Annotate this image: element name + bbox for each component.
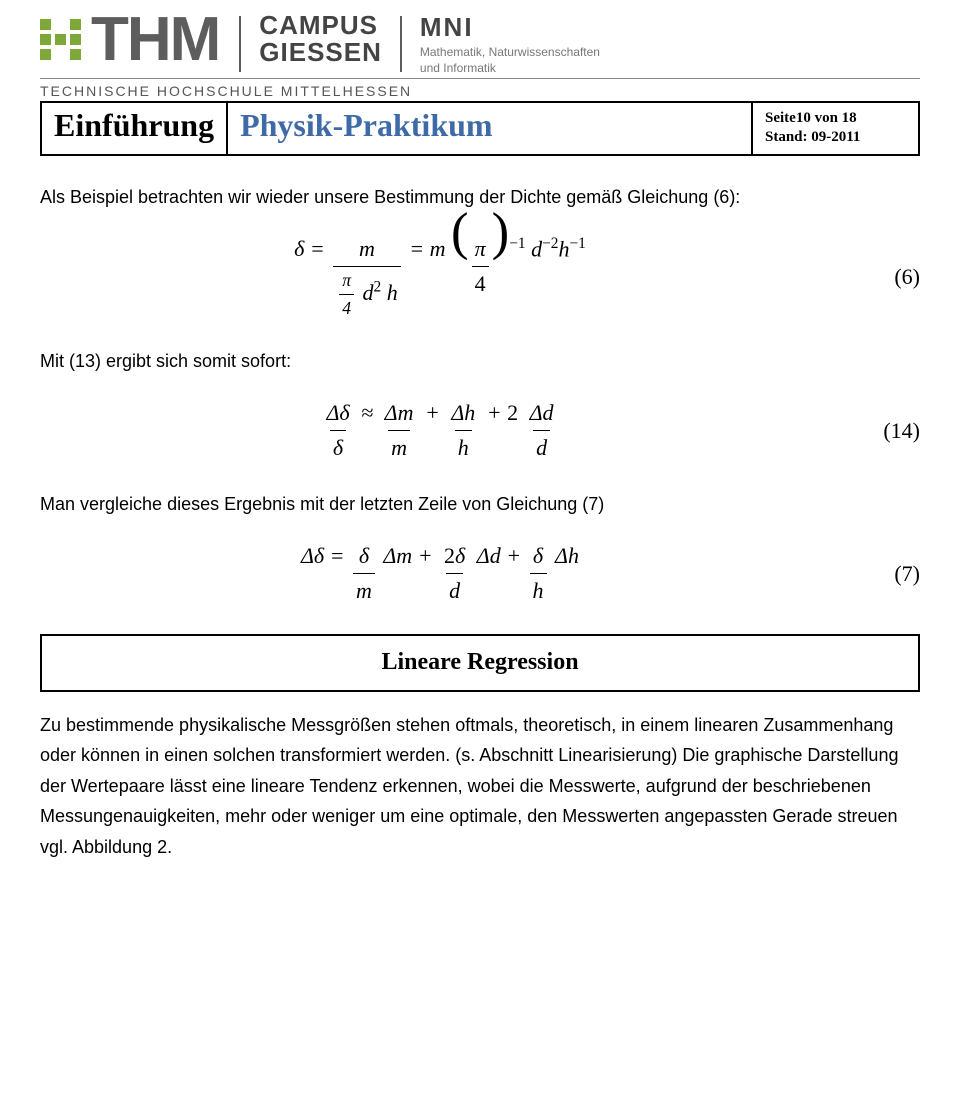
thm-logo: THM bbox=[40, 12, 239, 68]
campus-block: CAMPUS GIESSEN bbox=[241, 12, 400, 67]
title-right: Seite10 von 18 Stand: 09-2011 bbox=[753, 103, 918, 154]
title-left: Einführung bbox=[42, 103, 228, 154]
page-indicator: Seite10 von 18 bbox=[765, 109, 906, 129]
letterhead-top: THM CAMPUS GIESSEN MNI Mathematik, Natur… bbox=[40, 12, 920, 76]
title-bar: Einführung Physik-Praktikum Seite10 von … bbox=[40, 103, 920, 156]
equation-7-body: Δδ = δm Δm + 2δd Δd + δh Δh bbox=[40, 539, 840, 608]
paragraph-4: Zu bestimmende physikalische Messgrößen … bbox=[40, 710, 920, 863]
mni-sub-2: und Informatik bbox=[420, 61, 600, 75]
equation-14: Δδδ ≈ Δmm + Δhh + 2 Δdd (14) bbox=[40, 396, 920, 465]
equation-7-number: (7) bbox=[840, 557, 920, 591]
campus-line-1: CAMPUS bbox=[259, 12, 382, 39]
equation-6-number: (6) bbox=[840, 260, 920, 294]
mni-block: MNI Mathematik, Naturwissenschaften und … bbox=[402, 12, 600, 76]
equation-6: δ = mπ4 d2 h = m ( π4 ) −1 d−2h−1 (6) bbox=[40, 232, 920, 323]
paragraph-3: Man vergleiche dieses Ergebnis mit der l… bbox=[40, 491, 920, 519]
title-mid: Physik-Praktikum bbox=[228, 103, 753, 154]
thm-wordmark: THM bbox=[91, 12, 219, 68]
document-body: Als Beispiel betrachten wir wieder unser… bbox=[40, 156, 920, 863]
mni-sub-1: Mathematik, Naturwissenschaften bbox=[420, 45, 600, 59]
campus-line-2: GIESSEN bbox=[259, 39, 382, 66]
equation-7: Δδ = δm Δm + 2δd Δd + δh Δh (7) bbox=[40, 539, 920, 608]
date-indicator: Stand: 09-2011 bbox=[765, 128, 906, 148]
mni-title: MNI bbox=[420, 12, 600, 43]
paragraph-1: Als Beispiel betrachten wir wieder unser… bbox=[40, 184, 920, 212]
letterhead-subline: TECHNISCHE HOCHSCHULE MITTELHESSEN bbox=[40, 78, 920, 99]
equation-6-body: δ = mπ4 d2 h = m ( π4 ) −1 d−2h−1 bbox=[40, 232, 840, 323]
section-heading: Lineare Regression bbox=[40, 634, 920, 691]
equation-14-body: Δδδ ≈ Δmm + Δhh + 2 Δdd bbox=[40, 396, 840, 465]
logo-dots bbox=[40, 19, 81, 60]
paragraph-2: Mit (13) ergibt sich somit sofort: bbox=[40, 348, 920, 376]
letterhead: THM CAMPUS GIESSEN MNI Mathematik, Natur… bbox=[40, 12, 920, 103]
equation-14-number: (14) bbox=[840, 414, 920, 448]
